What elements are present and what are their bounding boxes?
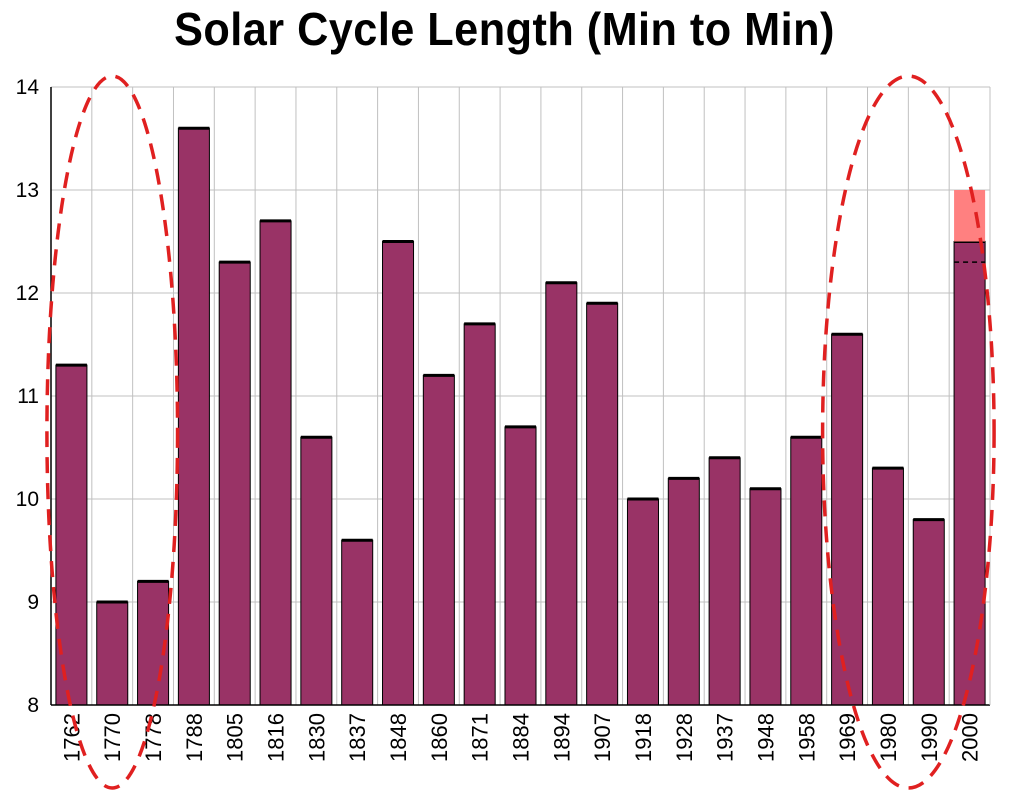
y-tick-label: 9 [27,591,39,614]
x-tick-label: 1884 [509,713,534,762]
bar-1894 [545,282,578,706]
y-tick-label: 8 [27,694,39,717]
bar-1788 [177,127,210,706]
y-tick-label: 14 [16,76,40,99]
bar-1805 [218,261,251,706]
x-tick-label: 1990 [917,713,942,762]
x-tick-label: 1788 [182,713,207,762]
bar-1907 [586,302,619,706]
bar-2000 [953,241,986,706]
bar-1871 [463,323,496,706]
bar-1928 [667,477,700,706]
bar-1918 [626,498,659,706]
x-tick-label: 1937 [713,713,738,762]
x-tick-label: 1918 [631,713,656,762]
dashed-ellipse-annotation [45,74,180,790]
y-tick-label: 13 [16,179,39,202]
x-tick-label: 1805 [223,713,248,762]
x-tick-label: 1860 [427,713,452,762]
bar-1948 [749,488,782,706]
bar-1958 [790,436,823,706]
x-tick-labels: 1762 1770 1778 1788 1805 1816 1830 1837 1848 1860… [59,713,982,762]
x-tick-label: 1871 [468,713,493,762]
x-tick-label: 1969 [835,713,860,762]
x-tick-label: 1762 [59,713,84,762]
x-tick-label: 1958 [794,713,819,762]
bars [55,126,986,706]
x-tick-label: 1948 [753,713,778,762]
x-tick-label: 1928 [672,713,697,762]
x-tick-label: 2000 [958,713,983,762]
bar-1770 [96,601,129,706]
bar-1937 [708,457,741,706]
bar-1830 [300,436,333,706]
chart-title: Solar Cycle Length (Min to Min) [174,3,835,55]
annotations [45,74,996,790]
x-tick-label: 1907 [590,713,615,762]
bar-1816 [259,220,292,706]
x-tick-label: 1770 [100,713,125,762]
x-tick-label: 1778 [141,713,166,762]
bar-1860 [422,374,455,706]
x-tick-label: 1837 [345,713,370,762]
x-tick-label: 1980 [876,713,901,762]
x-tick-label: 1816 [264,713,289,762]
bar-1848 [382,241,415,706]
bar-1980 [871,467,904,706]
y-tick-labels: 8 9 10 11 12 13 14 [16,76,40,717]
bar-1990 [912,519,945,706]
bar-extension-2000 [954,190,986,242]
x-tick-label: 1830 [304,713,329,762]
dashed-ellipse-annotation [820,74,996,790]
y-tick-label: 10 [16,488,39,511]
x-tick-label: 1894 [549,713,574,762]
bar-1884 [504,426,537,706]
y-tick-label: 12 [16,282,39,305]
y-tick-label: 11 [17,385,39,408]
bar-1969 [831,333,864,706]
x-tick-label: 1848 [386,713,411,762]
axes [50,87,991,706]
bar-1837 [341,539,374,706]
